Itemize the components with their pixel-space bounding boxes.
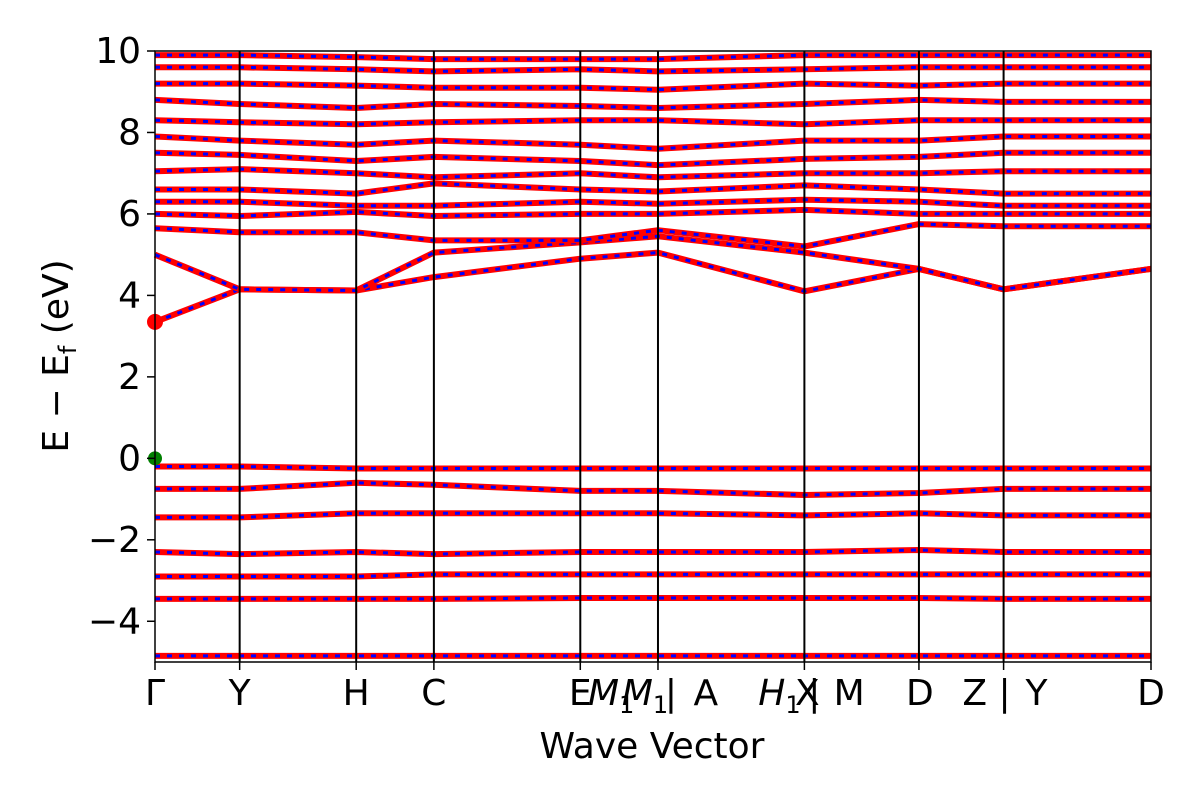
- y-tick-label-3: 4: [118, 275, 141, 316]
- y-tick-label-4: 2: [118, 357, 141, 398]
- x-tick-label-3: C: [421, 673, 446, 714]
- band-line-up-9: [154, 221, 1151, 250]
- band-line-up-5: [155, 463, 1151, 472]
- band-line-down-15: [154, 135, 1151, 151]
- y-axis-label-unit: (eV): [36, 259, 77, 345]
- x-tick-label-17: D: [1137, 673, 1165, 714]
- band-line-down-19: [155, 65, 1151, 73]
- band-line-up-16: [154, 117, 1151, 128]
- y-tick-label-6: −2: [88, 520, 141, 561]
- band-line-up-10: [154, 206, 1151, 219]
- band-line-up-18: [155, 80, 1151, 93]
- band-line-up-19: [155, 64, 1151, 75]
- band-line-down-13: [154, 167, 1151, 179]
- band-line-down-6: [155, 481, 1151, 497]
- bands-layer: [153, 52, 1152, 659]
- band-line-down-14: [154, 151, 1151, 167]
- band-line-up-6: [155, 479, 1151, 498]
- band-line-down-20: [155, 53, 1151, 61]
- x-tick-label-16: Y: [1024, 673, 1048, 714]
- band-line-down-18: [155, 82, 1151, 92]
- band-line-up-11: [155, 196, 1151, 209]
- y-axis-ticks: 10 8 6 4 2 0 −2 −4: [88, 31, 155, 642]
- band-line-down-12: [155, 181, 1151, 196]
- y-tick-label-5: 0: [118, 438, 141, 479]
- band-line-up-13: [154, 166, 1151, 181]
- band-line-up-15: [154, 133, 1151, 152]
- band-line-down-16: [154, 118, 1151, 126]
- band-line-down-3: [154, 548, 1151, 556]
- band-line-up-17: [154, 96, 1151, 111]
- band-line-down-5: [155, 465, 1151, 470]
- x-tick-label-5: M1: [588, 673, 634, 719]
- y-axis-label: E − Ef (eV): [36, 259, 82, 452]
- band-line-up-2: [155, 571, 1151, 580]
- band-line-up-8: [153, 233, 1152, 294]
- x-tick-label-2: H: [343, 673, 370, 714]
- band-line-up-12: [155, 180, 1151, 197]
- x-tick-label-13: D: [906, 673, 934, 714]
- x-tick-label-11: |: [808, 673, 820, 714]
- y-tick-label-0: 10: [95, 31, 141, 72]
- y-tick-label-1: 8: [118, 112, 141, 153]
- band-line-down-4: [155, 511, 1151, 519]
- band-line-down-7: [154, 251, 1152, 324]
- x-tick-label-12: M: [834, 673, 865, 714]
- x-tick-label-9: H1: [758, 673, 800, 719]
- x-tick-label-4: E: [569, 673, 592, 714]
- x-tick-label-10: X: [795, 673, 820, 714]
- y-axis-label-sub: f: [54, 345, 82, 354]
- y-tick-label-7: −4: [88, 601, 141, 642]
- x-tick-label-0: Γ: [145, 673, 165, 714]
- band-line-down-17: [154, 98, 1151, 110]
- band-line-up-20: [155, 52, 1151, 63]
- x-tick-label-7: |: [665, 673, 677, 714]
- band-line-up-1: [155, 595, 1151, 602]
- x-tick-label-8: A: [693, 673, 718, 714]
- x-tick-label-15: |: [999, 673, 1011, 714]
- kpath-vertical-lines: [238, 51, 1005, 662]
- band-line-down-10: [154, 208, 1151, 218]
- y-tick-label-2: 6: [118, 194, 141, 235]
- x-tick-label-14: Z: [962, 673, 987, 714]
- x-tick-label-1: Y: [228, 673, 252, 714]
- band-line-up-3: [154, 547, 1151, 558]
- band-line-down-2: [155, 572, 1151, 578]
- band-line-up-4: [155, 510, 1151, 521]
- y-axis-label-main: E − E: [36, 354, 77, 453]
- band-line-down-8: [154, 234, 1152, 293]
- band-line-up-14: [154, 149, 1151, 169]
- band-line-down-1: [155, 596, 1151, 601]
- x-axis-label: Wave Vector: [540, 726, 765, 767]
- x-tick-label-6: M1: [622, 673, 668, 719]
- axes-frame: [154, 50, 1152, 663]
- band-line-down-11: [155, 198, 1151, 208]
